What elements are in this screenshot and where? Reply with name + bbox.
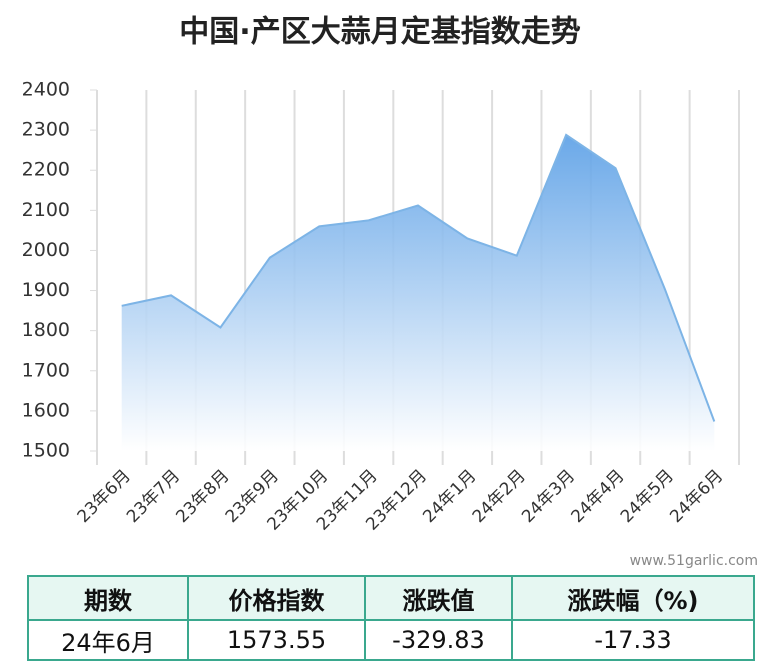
y-tick-label: 1500 xyxy=(22,440,70,462)
chart-title: 中国·产区大蒜月定基指数走势 xyxy=(179,15,580,50)
x-tick-label: 24年1月 xyxy=(419,466,480,527)
cell: 24年6月 xyxy=(27,619,189,661)
y-tick-label: 2200 xyxy=(22,159,70,181)
y-tick-label: 1800 xyxy=(22,319,70,341)
y-tick-label: 1900 xyxy=(22,279,70,301)
table-row: 24年6月 1573.55 -329.83 -17.33 xyxy=(27,619,755,661)
x-tick-label: 24年5月 xyxy=(617,466,678,527)
x-tick-label: 24年3月 xyxy=(518,466,579,527)
line xyxy=(121,133,716,422)
y-tick-label: 1700 xyxy=(22,359,70,381)
chart: 中国·产区大蒜月定基指数走势 www.51garlic.com 1500 1600… xyxy=(22,15,758,570)
table-header: 期数 价格指数 涨跌值 涨跌幅（%) xyxy=(27,575,755,621)
cell: 1573.55 xyxy=(187,619,366,661)
x-tick-label: 23年8月 xyxy=(172,466,233,527)
header-cell: 期数 xyxy=(27,575,189,621)
watermark: www.51garlic.com xyxy=(630,553,758,569)
x-tick-label: 24年6月 xyxy=(666,466,727,527)
cell: -329.83 xyxy=(364,619,513,661)
y-tick-label: 1600 xyxy=(22,399,70,421)
cell: -17.33 xyxy=(511,619,755,661)
area-fill xyxy=(121,134,715,451)
header-cell: 价格指数 xyxy=(187,575,366,621)
x-tick-label: 23年7月 xyxy=(123,466,184,527)
header-cell: 涨跌值 xyxy=(364,575,513,621)
y-tick-label: 2100 xyxy=(22,199,70,221)
header-cell: 涨跌幅（%) xyxy=(511,575,755,621)
y-tick-label: 2000 xyxy=(22,239,70,261)
x-tick-label: 24年4月 xyxy=(567,466,628,527)
summary-table: 期数 价格指数 涨跌值 涨跌幅（%) 24年6月 1573.55 -329.83… xyxy=(27,575,755,661)
x-tick-label: 24年2月 xyxy=(469,466,530,527)
x-tick-label: 23年6月 xyxy=(74,466,135,527)
y-tick-label: 2300 xyxy=(22,119,70,141)
y-tick-label: 2400 xyxy=(22,79,70,101)
